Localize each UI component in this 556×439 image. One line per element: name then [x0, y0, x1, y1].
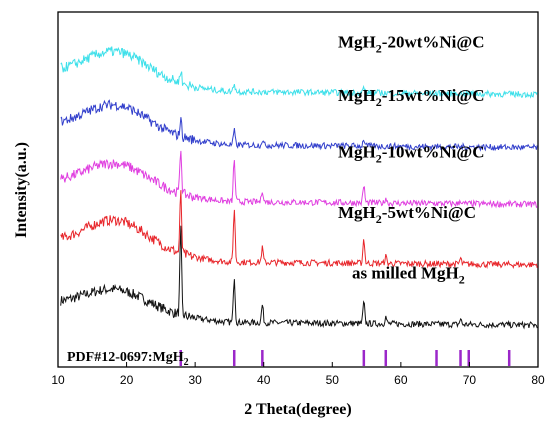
- series-label: MgH2-15wt%Ni@C: [338, 86, 484, 109]
- series-line: [60, 190, 538, 270]
- x-tick-label: 10: [51, 373, 65, 387]
- series-layer: [60, 46, 538, 330]
- x-tick-label: 30: [188, 373, 202, 387]
- series-line: [60, 150, 538, 209]
- plot-frame: [57, 11, 539, 368]
- x-tick-label: 70: [463, 373, 477, 387]
- x-tick-label: 80: [531, 373, 545, 387]
- series-label: as milled MgH2: [352, 263, 465, 286]
- x-tick-label: 40: [257, 373, 271, 387]
- series-line: [60, 99, 538, 152]
- y-axis-title: Intensity(a.u.): [13, 142, 30, 238]
- pdf-reference-label: PDF#12-0697:MgH2: [67, 350, 189, 368]
- series-line: [60, 225, 538, 330]
- x-tick-label: 50: [326, 373, 340, 387]
- series-label: MgH2-10wt%Ni@C: [338, 143, 484, 166]
- x-tick-label: 60: [394, 373, 408, 387]
- x-tick-label: 20: [120, 373, 134, 387]
- series-label: MgH2-20wt%Ni@C: [338, 33, 484, 56]
- series-labels: as milled MgH2 MgH2-5wt%Ni@C MgH2-10wt%Ni@…: [338, 33, 484, 287]
- x-axis-ticks: 10 20 30 40 50 60 70 80: [51, 362, 545, 387]
- x-axis-title: 2 Theta(degree): [244, 401, 351, 418]
- series-line: [60, 46, 538, 99]
- reference-peaks: [179, 350, 511, 366]
- series-label: MgH2-5wt%Ni@C: [338, 203, 476, 226]
